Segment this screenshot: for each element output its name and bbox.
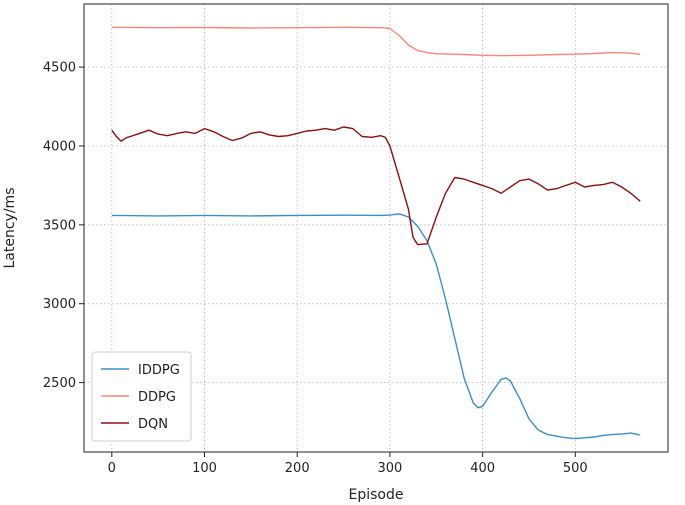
x-tick-label: 500 xyxy=(563,461,588,476)
x-axis-ticks: 0 100 200 300 400 500 xyxy=(108,452,588,476)
y-tick-label: 4000 xyxy=(43,139,76,154)
x-tick-label: 100 xyxy=(192,461,217,476)
legend: IDDPG DDPG DQN xyxy=(91,351,192,442)
x-tick-label: 400 xyxy=(470,461,495,476)
plot-frame xyxy=(83,3,669,453)
legend-box xyxy=(91,351,192,442)
series-lines xyxy=(111,26,641,440)
legend-label: DQN xyxy=(138,417,168,432)
x-tick-label: 300 xyxy=(377,461,402,476)
legend-label: DDPG xyxy=(138,390,176,405)
x-tick-label: 0 xyxy=(108,461,116,476)
y-tick-label: 3000 xyxy=(43,297,76,312)
series-line-iddpg xyxy=(111,213,641,440)
y-tick-label: 3500 xyxy=(43,218,76,233)
x-axis-label: Episode xyxy=(349,487,404,503)
y-tick-label: 4500 xyxy=(43,61,76,76)
series-line-ddpg xyxy=(111,26,641,57)
y-tick-label: 2500 xyxy=(43,376,76,391)
x-tick-label: 200 xyxy=(285,461,310,476)
legend-label: IDDPG xyxy=(138,363,180,378)
y-axis-label: Latency/ms xyxy=(2,188,18,269)
y-axis-ticks: 2500 3000 3500 4000 4500 xyxy=(43,61,84,391)
series-line-dqn xyxy=(111,126,641,246)
